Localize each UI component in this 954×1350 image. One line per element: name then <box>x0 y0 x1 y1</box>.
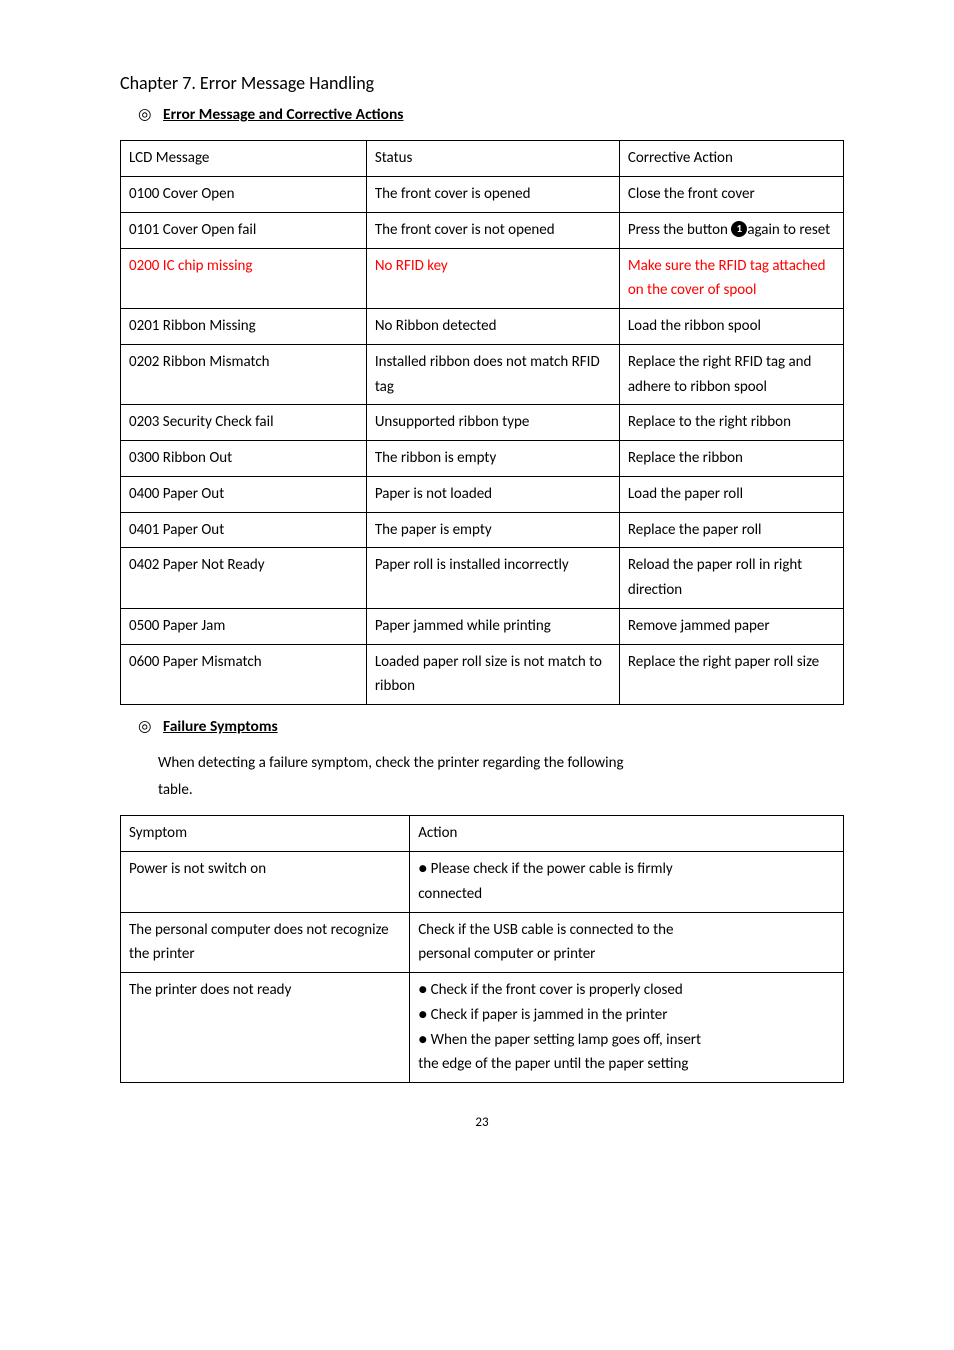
table-cell: 0600 Paper Mismatch <box>121 644 367 705</box>
table-cell: 0201 Ribbon Missing <box>121 309 367 345</box>
table-cell: 0402 Paper Not Ready <box>121 548 367 609</box>
table-cell: Replace the ribbon <box>619 441 843 477</box>
section-marker: ◎ <box>138 103 152 126</box>
table-row: 0500 Paper JamPaper jammed while printin… <box>121 608 844 644</box>
table-header-cell: Action <box>410 816 844 852</box>
table-cell: 0300 Ribbon Out <box>121 441 367 477</box>
table-cell: Load the ribbon spool <box>619 309 843 345</box>
table-cell: Unsupported ribbon type <box>366 405 619 441</box>
table-row: 0401 Paper OutThe paper is emptyReplace … <box>121 512 844 548</box>
table-row: 0600 Paper MismatchLoaded paper roll siz… <box>121 644 844 705</box>
chapter-title: Chapter 7. Error Message Handling <box>120 70 844 97</box>
table-row: 0402 Paper Not ReadyPaper roll is instal… <box>121 548 844 609</box>
table-cell: 0101 Cover Open fail <box>121 212 367 248</box>
table-cell: Make sure the RFID tag attached on the c… <box>619 248 843 309</box>
table-row: Power is not switch on● Please check if … <box>121 852 844 913</box>
table-row: 0100 Cover OpenThe front cover is opened… <box>121 177 844 213</box>
table-cell: The ribbon is empty <box>366 441 619 477</box>
section-title: Error Message and Corrective Actions <box>163 105 403 124</box>
table-cell: The paper is empty <box>366 512 619 548</box>
table-header-cell: LCD Message <box>121 141 367 177</box>
table-cell: No RFID key <box>366 248 619 309</box>
failure-symptom-table: SymptomActionPower is not switch on● Ple… <box>120 815 844 1083</box>
table-cell: Replace the right paper roll size <box>619 644 843 705</box>
section-marker: ◎ <box>138 715 152 738</box>
table-cell: Reload the paper roll in right direction <box>619 548 843 609</box>
table-cell: ● Check if the front cover is properly c… <box>410 973 844 1083</box>
table-row: 0203 Security Check failUnsupported ribb… <box>121 405 844 441</box>
button-number-icon: 1 <box>731 221 747 237</box>
table-row: The printer does not ready● Check if the… <box>121 973 844 1083</box>
table-cell: Installed ribbon does not match RFID tag <box>366 344 619 405</box>
error-message-table: LCD MessageStatusCorrective Action0100 C… <box>120 140 844 705</box>
table-cell: Paper roll is installed incorrectly <box>366 548 619 609</box>
table-cell: The front cover is opened <box>366 177 619 213</box>
table-cell: Load the paper roll <box>619 476 843 512</box>
section-body-text: When detecting a failure symptom, check … <box>158 752 844 775</box>
table-cell: 0400 Paper Out <box>121 476 367 512</box>
table-cell: No Ribbon detected <box>366 309 619 345</box>
table-row: 0101 Cover Open failThe front cover is n… <box>121 212 844 248</box>
table-row: 0201 Ribbon MissingNo Ribbon detectedLoa… <box>121 309 844 345</box>
table-cell: Replace the right RFID tag and adhere to… <box>619 344 843 405</box>
table-cell: Paper jammed while printing <box>366 608 619 644</box>
table-cell: ● Please check if the power cable is fir… <box>410 852 844 913</box>
page-number: 23 <box>120 1113 844 1133</box>
table-cell: Replace the paper roll <box>619 512 843 548</box>
table-cell: Loaded paper roll size is not match to r… <box>366 644 619 705</box>
table-cell: 0401 Paper Out <box>121 512 367 548</box>
table-cell: 0500 Paper Jam <box>121 608 367 644</box>
table-cell: 0200 IC chip missing <box>121 248 367 309</box>
table-cell: The personal computer does not recognize… <box>121 912 410 973</box>
section-body-text: table. <box>158 779 844 802</box>
table-header-cell: Symptom <box>121 816 410 852</box>
table-cell: 0100 Cover Open <box>121 177 367 213</box>
table-cell: Close the front cover <box>619 177 843 213</box>
table-header-cell: Status <box>366 141 619 177</box>
section-title: Failure Symptoms <box>163 717 278 736</box>
table-cell: 0203 Security Check fail <box>121 405 367 441</box>
table-cell: Replace to the right ribbon <box>619 405 843 441</box>
table-cell: Paper is not loaded <box>366 476 619 512</box>
table-cell: 0202 Ribbon Mismatch <box>121 344 367 405</box>
table-header-cell: Corrective Action <box>619 141 843 177</box>
table-row: 0300 Ribbon OutThe ribbon is emptyReplac… <box>121 441 844 477</box>
table-cell: Remove jammed paper <box>619 608 843 644</box>
table-cell: The printer does not ready <box>121 973 410 1083</box>
section-heading-errors: ◎ Error Message and Corrective Actions <box>138 103 844 126</box>
table-cell: Check if the USB cable is connected to t… <box>410 912 844 973</box>
table-row: 0400 Paper OutPaper is not loadedLoad th… <box>121 476 844 512</box>
table-cell: The front cover is not opened <box>366 212 619 248</box>
table-row: 0200 IC chip missingNo RFID keyMake sure… <box>121 248 844 309</box>
table-cell: Press the button 1again to reset <box>619 212 843 248</box>
table-row: 0202 Ribbon MismatchInstalled ribbon doe… <box>121 344 844 405</box>
table-cell: Power is not switch on <box>121 852 410 913</box>
table-row: The personal computer does not recognize… <box>121 912 844 973</box>
section-heading-failure: ◎ Failure Symptoms <box>138 715 844 738</box>
